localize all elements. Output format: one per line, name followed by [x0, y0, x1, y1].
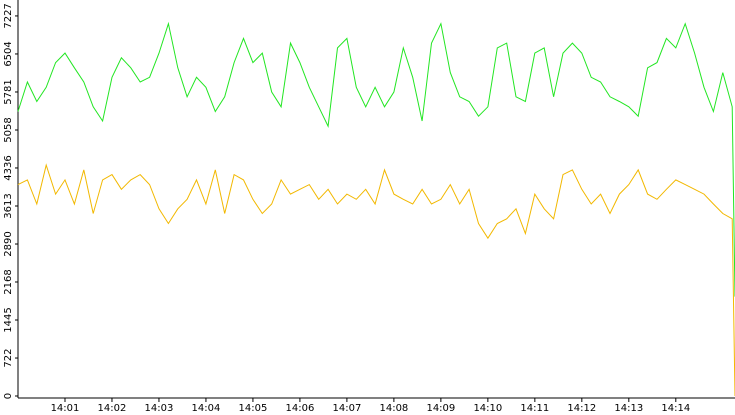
y-tick-label: 5058 [3, 117, 14, 142]
series-line [17, 163, 735, 397]
x-tick-label: 14:06 [285, 403, 314, 414]
x-tick-label: 14:14 [661, 403, 690, 414]
x-tick-label: 14:13 [614, 403, 643, 414]
y-tick-label: 0 [3, 393, 14, 399]
x-tick-label: 14:11 [520, 403, 549, 414]
y-tick-label: 7227 [3, 3, 14, 28]
x-tick-label: 14:08 [379, 403, 408, 414]
y-tick-label: 722 [3, 348, 14, 367]
series-line [17, 21, 735, 297]
x-tick-label: 14:07 [332, 403, 361, 414]
y-tick-label: 5781 [3, 79, 14, 104]
y-tick-label: 4336 [3, 155, 14, 180]
y-tick-label: 1445 [3, 307, 14, 332]
x-tick-label: 14:12 [567, 403, 596, 414]
x-tick-label: 14:02 [98, 403, 127, 414]
x-tick-label: 14:01 [51, 403, 80, 414]
y-tick-label: 2890 [3, 231, 14, 256]
x-tick-label: 14:04 [192, 403, 221, 414]
x-tick-label: 14:10 [473, 403, 502, 414]
x-tick-label: 14:05 [239, 403, 268, 414]
x-tick-label: 14:03 [145, 403, 174, 414]
y-tick-label: 2168 [3, 269, 14, 294]
y-tick-label: 3613 [3, 193, 14, 218]
y-tick-label: 6504 [3, 41, 14, 66]
x-tick-label: 14:09 [426, 403, 455, 414]
